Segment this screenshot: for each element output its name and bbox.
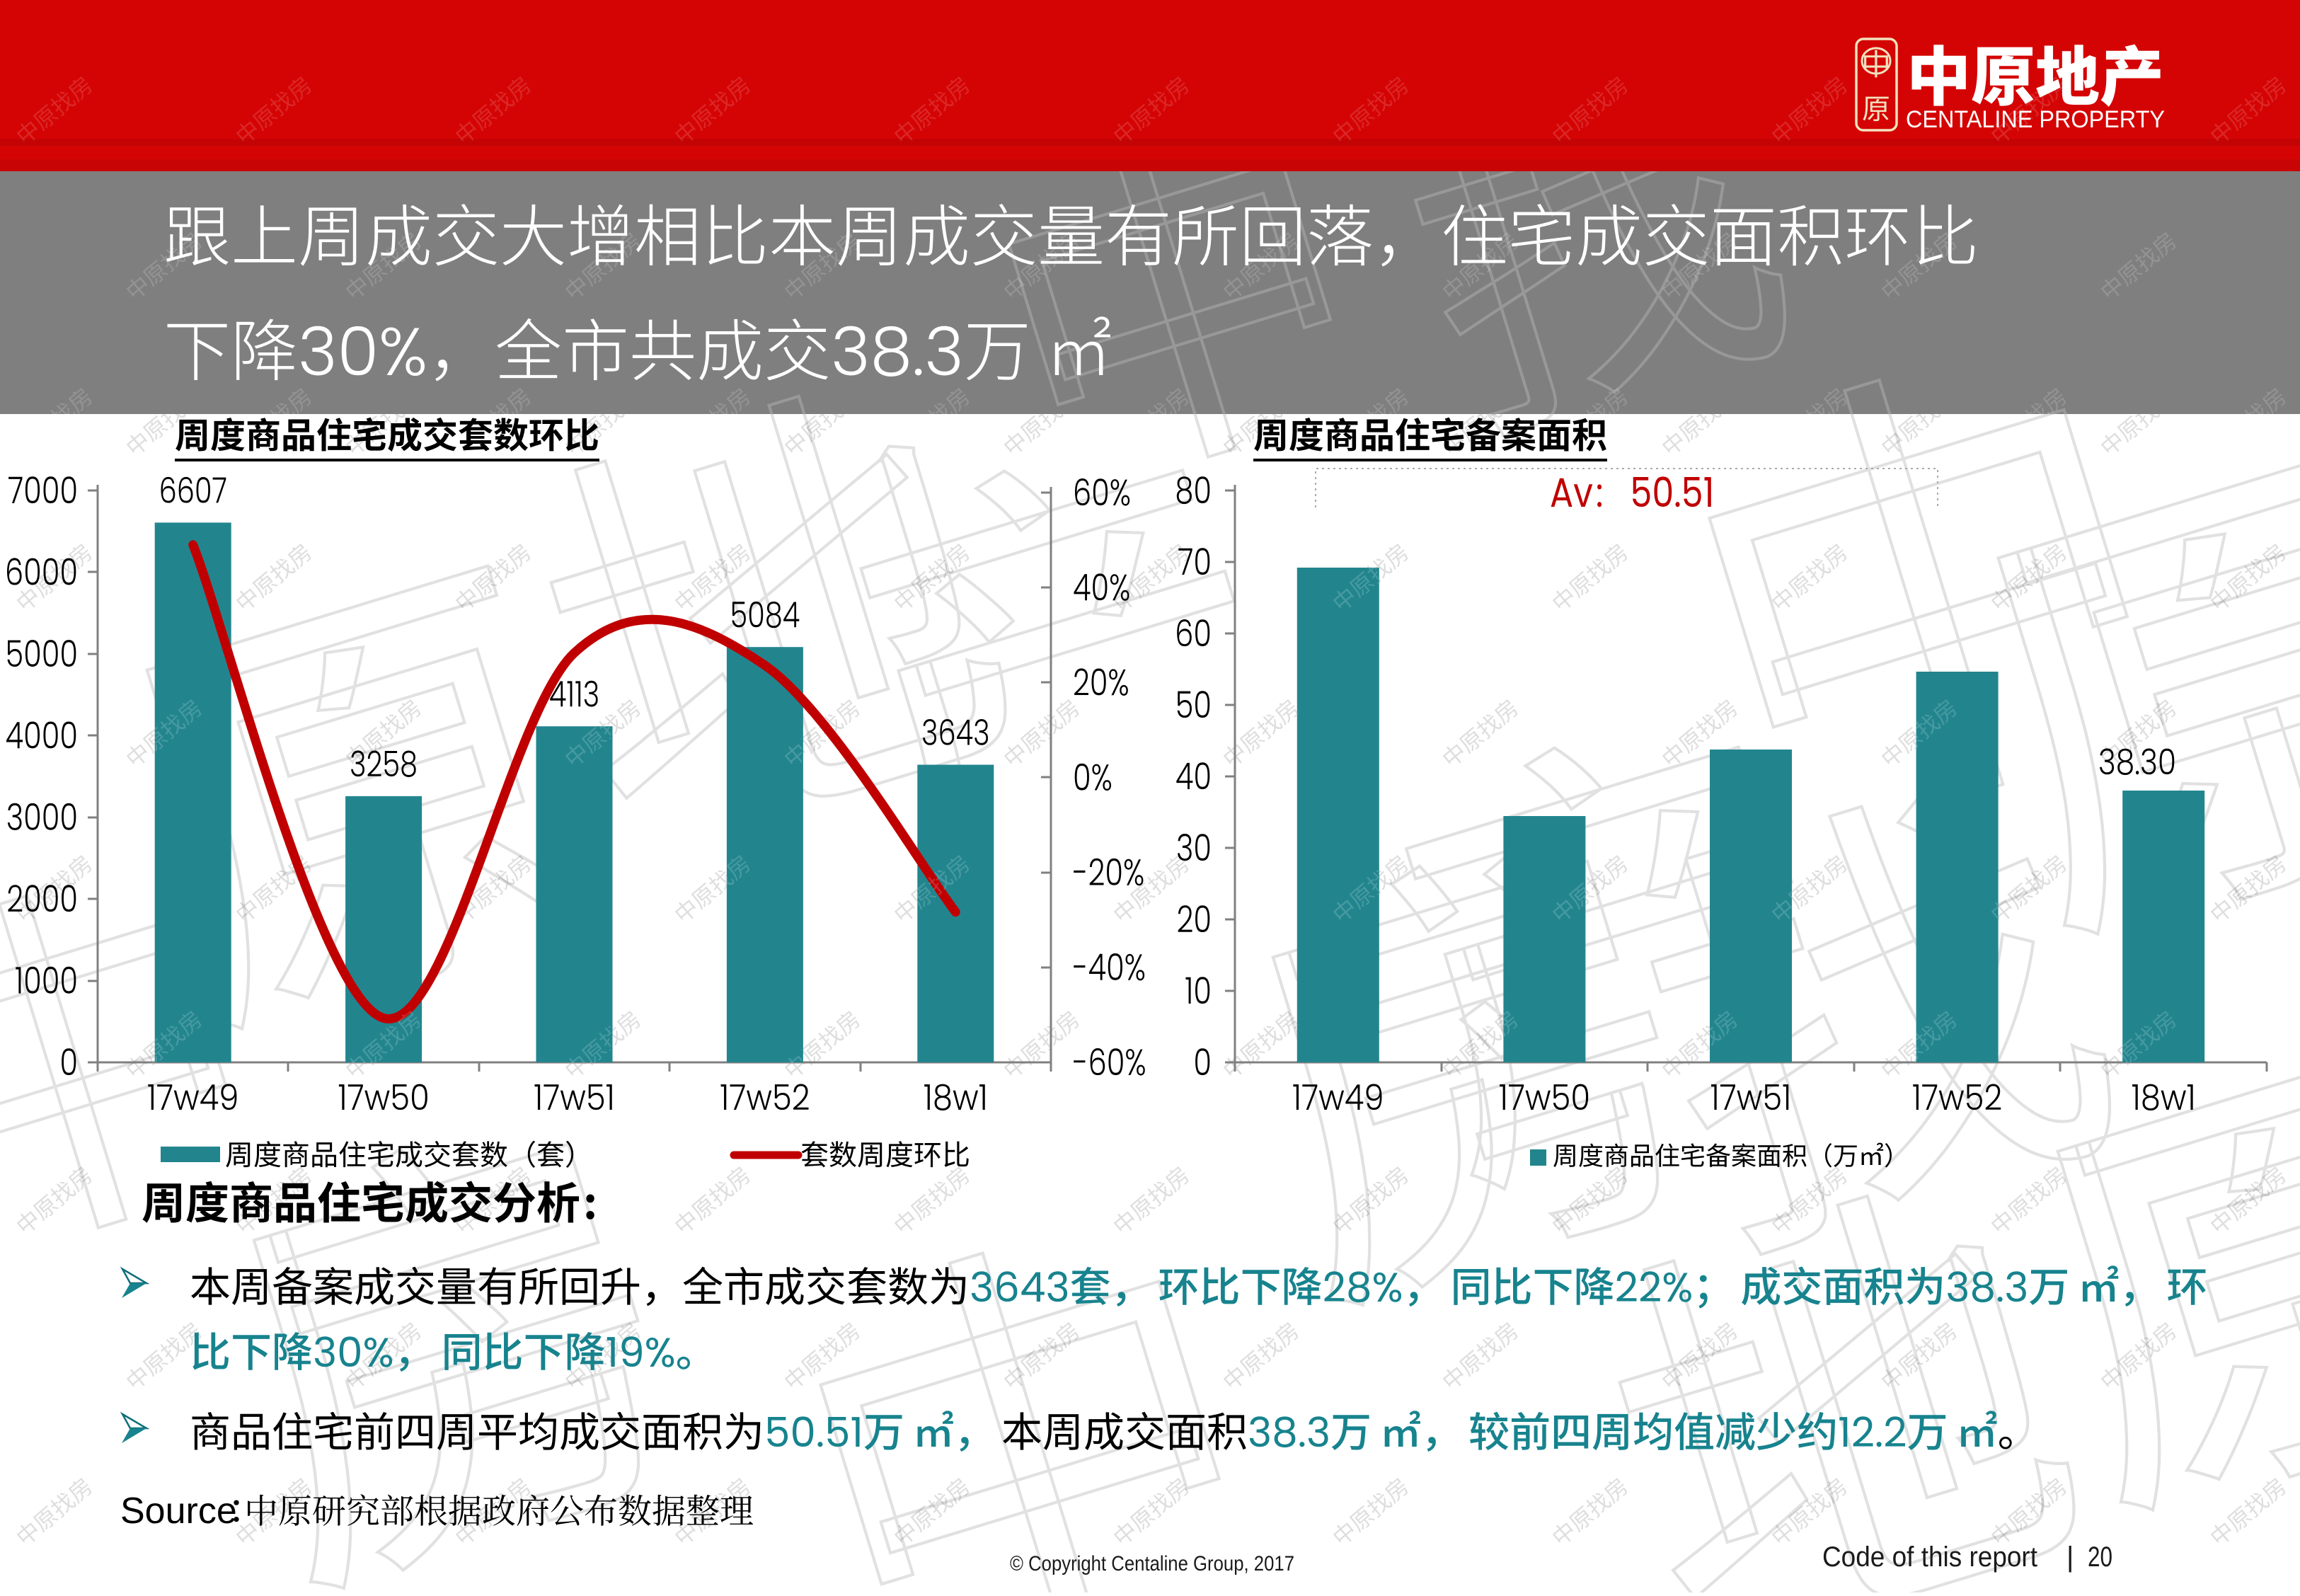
svg-text:CENTALINE PROPERTY: CENTALINE PROPERTY [1906, 106, 2165, 133]
svg-text:Source: Source [120, 1491, 237, 1532]
svg-text:|: | [2066, 1542, 2074, 1573]
svg-text:Code of this report: Code of this report [1822, 1542, 2037, 1573]
svg-text:© Copyright Centaline Group,: © Copyright Centaline Group, 2017 [1010, 1552, 1294, 1575]
svg-text:20: 20 [2088, 1542, 2112, 1573]
